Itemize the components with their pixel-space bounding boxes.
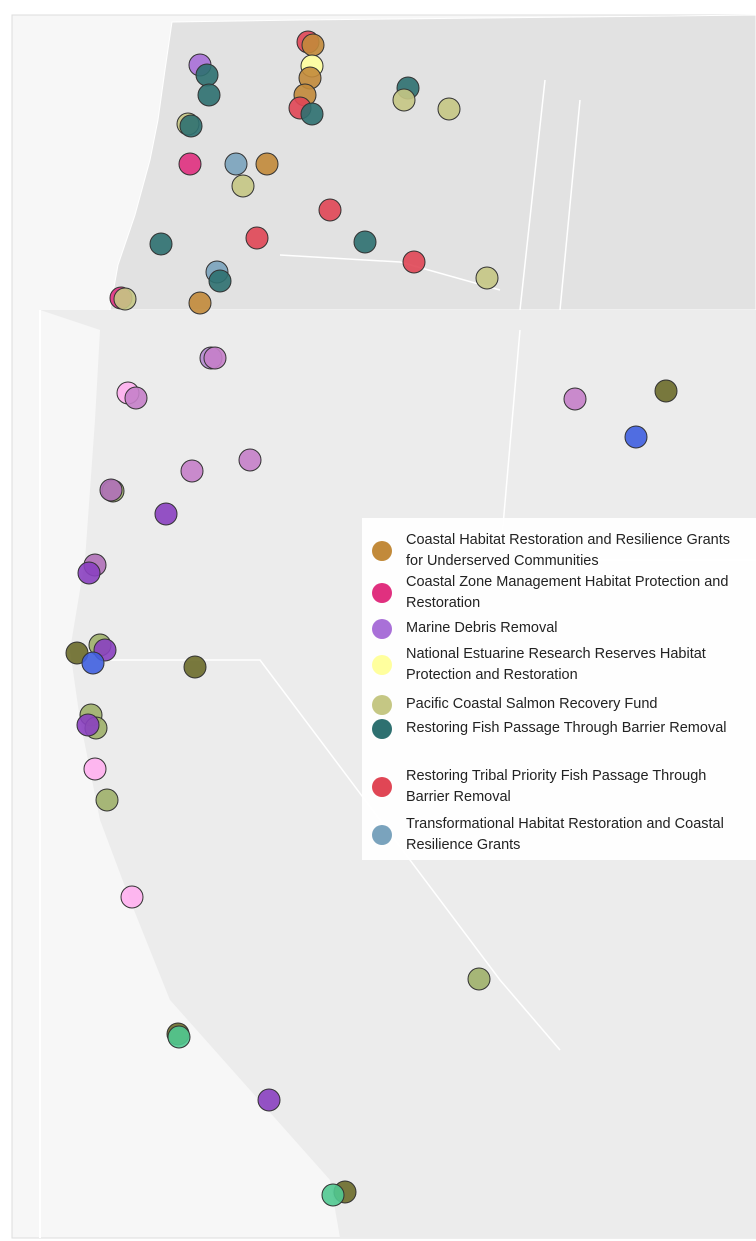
project-marker xyxy=(208,269,232,293)
project-marker xyxy=(179,114,203,138)
project-marker xyxy=(392,88,416,112)
project-marker xyxy=(300,102,324,126)
project-marker xyxy=(99,478,123,502)
project-marker xyxy=(188,291,212,315)
project-marker xyxy=(654,379,678,403)
project-marker xyxy=(120,885,144,909)
project-marker xyxy=(154,502,178,526)
border xyxy=(279,254,501,291)
project-marker xyxy=(301,33,325,57)
project-marker xyxy=(167,1025,191,1049)
project-marker xyxy=(238,448,262,472)
legend-swatch xyxy=(372,655,392,675)
project-marker xyxy=(195,63,219,87)
legend-item: Transformational Habitat Restoration and… xyxy=(372,814,752,856)
land-upper xyxy=(109,14,756,311)
project-marker xyxy=(318,198,342,222)
legend-item: Restoring Tribal Priority Fish Passage T… xyxy=(372,766,752,808)
project-marker xyxy=(437,97,461,121)
project-marker xyxy=(180,459,204,483)
project-marker xyxy=(77,561,101,585)
legend-label: Restoring Tribal Priority Fish Passage T… xyxy=(406,768,707,805)
project-marker xyxy=(224,152,248,176)
border xyxy=(559,99,581,311)
project-marker xyxy=(178,152,202,176)
legend-swatch xyxy=(372,541,392,561)
legend-swatch xyxy=(372,777,392,797)
project-marker xyxy=(353,230,377,254)
project-marker xyxy=(81,651,105,675)
project-marker xyxy=(83,757,107,781)
project-marker xyxy=(563,387,587,411)
legend-item: Restoring Fish Passage Through Barrier R… xyxy=(372,718,752,739)
legend-item: Pacific Coastal Salmon Recovery Fund xyxy=(372,694,752,715)
project-marker xyxy=(624,425,648,449)
project-marker xyxy=(475,266,499,290)
legend-item: Coastal Zone Management Habitat Protecti… xyxy=(372,572,752,614)
project-marker xyxy=(124,386,148,410)
project-marker xyxy=(113,287,137,311)
legend-swatch xyxy=(372,825,392,845)
legend-item: Coastal Habitat Restoration and Resilien… xyxy=(372,530,752,572)
legend-label: National Estuarine Research Reserves Hab… xyxy=(406,646,706,683)
project-marker xyxy=(197,83,221,107)
legend-label: Pacific Coastal Salmon Recovery Fund xyxy=(406,696,658,712)
project-marker xyxy=(321,1183,345,1207)
project-marker xyxy=(255,152,279,176)
legend-swatch xyxy=(372,718,392,739)
legend-swatch xyxy=(372,583,392,603)
project-marker xyxy=(231,174,255,198)
project-marker xyxy=(183,655,207,679)
markers xyxy=(65,30,678,1207)
legend-label: Restoring Fish Passage Through Barrier R… xyxy=(406,720,727,736)
legend-label: Coastal Zone Management Habitat Protecti… xyxy=(406,574,729,611)
border xyxy=(519,79,546,311)
project-marker xyxy=(203,346,227,370)
project-marker xyxy=(257,1088,281,1112)
legend-label: Transformational Habitat Restoration and… xyxy=(406,816,724,853)
legend: Coastal Habitat Restoration and Resilien… xyxy=(362,518,756,860)
project-marker xyxy=(76,713,100,737)
project-marker xyxy=(95,788,119,812)
project-marker xyxy=(402,250,426,274)
legend-label: Marine Debris Removal xyxy=(406,620,558,636)
project-marker xyxy=(245,226,269,250)
legend-item: Marine Debris Removal xyxy=(372,618,752,639)
legend-item: National Estuarine Research Reserves Hab… xyxy=(372,644,752,686)
legend-swatch xyxy=(372,694,392,715)
project-marker xyxy=(149,232,173,256)
legend-swatch xyxy=(372,618,392,639)
project-marker xyxy=(467,967,491,991)
legend-label: Coastal Habitat Restoration and Resilien… xyxy=(406,532,730,569)
